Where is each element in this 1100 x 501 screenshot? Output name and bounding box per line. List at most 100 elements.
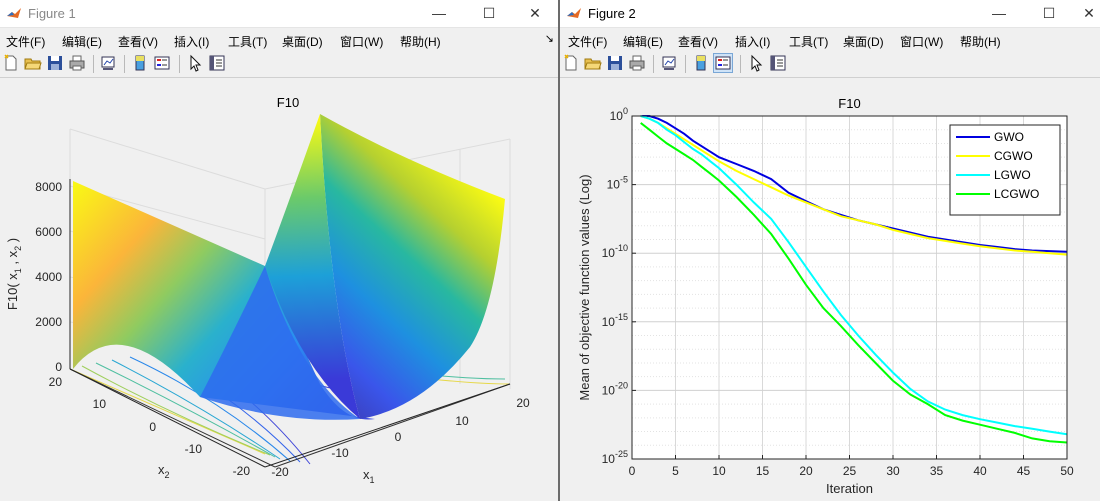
x2-tick: 10 xyxy=(93,397,107,411)
print-icon[interactable] xyxy=(628,54,646,72)
x2-ticks: 20 10 0 -10 -20 xyxy=(49,375,251,478)
edit-pointer-icon[interactable] xyxy=(186,54,204,72)
legend-box xyxy=(949,124,1061,216)
x1-axis xyxy=(264,383,511,468)
minimize-button[interactable]: — xyxy=(432,5,446,21)
open-file-icon[interactable] xyxy=(584,54,602,72)
x2-tick: 0 xyxy=(149,420,156,434)
maximize-button[interactable]: ☐ xyxy=(482,5,496,21)
convergence-chart: 0 5 10 15 20 25 30 35 40 45 50 10010-510-1010-1510… xyxy=(577,96,1074,496)
close-button[interactable]: ✕ xyxy=(1083,5,1095,21)
new-figure-icon[interactable] xyxy=(2,54,20,72)
colorbar-icon[interactable] xyxy=(131,54,149,72)
z-tick: 8000 xyxy=(35,180,62,194)
close-button[interactable]: ✕ xyxy=(529,5,541,21)
save-icon[interactable] xyxy=(46,54,64,72)
x-tick-label: 10 xyxy=(712,464,726,478)
legend-icon[interactable] xyxy=(713,53,733,73)
z-axis-label: F10( x1 , x2 ) xyxy=(5,238,23,310)
x-tick-label: 20 xyxy=(799,464,813,478)
y-tick-label: 10-10 xyxy=(602,243,628,260)
toolbar-separator xyxy=(93,55,94,73)
maximize-button[interactable]: ☐ xyxy=(1042,5,1056,21)
menu-file[interactable]: 文件(F) xyxy=(6,35,46,49)
menu-edit[interactable]: 编辑(E) xyxy=(623,35,663,49)
menu-view[interactable]: 查看(V) xyxy=(678,35,718,49)
edit-pointer-icon[interactable] xyxy=(747,54,765,72)
window-divider xyxy=(558,0,560,501)
z-tick: 4000 xyxy=(35,270,62,284)
legend-icon[interactable] xyxy=(153,54,171,72)
x2-tick: -10 xyxy=(185,442,203,456)
chart-title: F10 xyxy=(838,96,860,111)
series-line-cgwo xyxy=(640,115,1068,256)
property-editor-icon[interactable] xyxy=(208,54,226,72)
x-tick-label: 45 xyxy=(1017,464,1031,478)
property-editor-icon[interactable] xyxy=(769,54,787,72)
x1-tick: 0 xyxy=(395,430,402,444)
menu-desktop[interactable]: 桌面(D) xyxy=(282,35,323,49)
floor-contours xyxy=(69,348,511,468)
print-icon[interactable] xyxy=(68,54,86,72)
menu-window[interactable]: 窗口(W) xyxy=(340,35,384,49)
toolbar-separator xyxy=(179,55,180,73)
menu-desktop[interactable]: 桌面(D) xyxy=(843,35,884,49)
menu-edit[interactable]: 编辑(E) xyxy=(62,35,102,49)
colorbar-icon[interactable] xyxy=(692,54,710,72)
x1-ticks: -20 -10 0 10 20 xyxy=(271,396,530,479)
dock-arrow-icon[interactable]: ↘ xyxy=(544,33,554,45)
toolbar-separator xyxy=(685,55,686,73)
save-icon[interactable] xyxy=(606,54,624,72)
z-ticks: 0 2000 4000 6000 8000 xyxy=(35,180,62,374)
menu-help[interactable]: 帮助(H) xyxy=(400,35,441,49)
matlab-logo-icon xyxy=(567,8,581,18)
title-bar[interactable]: Figure 1 — ☐ ✕ xyxy=(0,0,558,28)
menu-window[interactable]: 窗口(W) xyxy=(900,35,944,49)
x2-axis xyxy=(69,368,266,468)
menu-tools[interactable]: 工具(T) xyxy=(228,35,268,49)
x1-tick: 10 xyxy=(455,414,469,428)
figure-2-canvas: 0 5 10 15 20 25 30 35 40 45 50 100 10-5 10-10 10-15 10… xyxy=(560,79,1100,501)
x-tick-label: 5 xyxy=(672,464,679,478)
link-plot-icon[interactable] xyxy=(660,54,678,72)
toolbar xyxy=(0,51,558,78)
menu-tools[interactable]: 工具(T) xyxy=(789,35,829,49)
legend-label: GWO xyxy=(994,130,1024,144)
link-plot-icon[interactable] xyxy=(99,54,117,72)
z-tick: 0 xyxy=(55,360,62,374)
legend-label: LCGWO xyxy=(994,187,1039,201)
window-title: Figure 2 xyxy=(588,6,636,21)
toolbar-separator xyxy=(740,55,741,73)
y-tick-label: 10-5 xyxy=(607,175,628,192)
legend-label: LGWO xyxy=(994,168,1031,182)
figure-1-canvas: F10 0 2000 4000 6000 8000 F10( x1 , x2 )… xyxy=(0,79,558,501)
x-tick-label: 25 xyxy=(843,464,857,478)
x2-axis-label: x2 xyxy=(158,462,170,480)
legend-label: CGWO xyxy=(994,149,1033,163)
series-lines xyxy=(640,115,1068,444)
menu-insert[interactable]: 插入(I) xyxy=(174,35,210,49)
y-tick-label: 10-25 xyxy=(602,449,628,466)
legend[interactable]: GWO CGWO LGWO LCGWO xyxy=(949,124,1061,216)
new-figure-icon[interactable] xyxy=(562,54,580,72)
x-tick-label: 35 xyxy=(930,464,944,478)
minimize-button[interactable]: — xyxy=(992,5,1006,21)
z-tick: 6000 xyxy=(35,225,62,239)
menu-insert[interactable]: 插入(I) xyxy=(735,35,771,49)
series-line-lcgwo xyxy=(640,122,1068,444)
title-bar[interactable]: Figure 2 — ☐ ✕ xyxy=(560,0,1100,28)
menu-file[interactable]: 文件(F) xyxy=(568,35,608,49)
y-tick-label: 10-20 xyxy=(602,380,628,397)
x1-tick: 20 xyxy=(516,396,530,410)
series-line-lgwo xyxy=(640,115,1068,436)
open-file-icon[interactable] xyxy=(24,54,42,72)
x1-axis-label: x1 xyxy=(363,467,375,485)
y-axis-label: Mean of objective function values (Log) xyxy=(577,174,592,400)
menu-help[interactable]: 帮助(H) xyxy=(960,35,1001,49)
x-ticks: 0 5 10 15 20 25 30 35 40 45 50 xyxy=(629,455,1074,478)
figure-2-window: Figure 2 — ☐ ✕ 文件(F) 编辑(E) 查看(V) 插入(I) 工… xyxy=(560,0,1100,501)
x-tick-label: 40 xyxy=(973,464,987,478)
menu-bar: 文件(F) 编辑(E) 查看(V) 插入(I) 工具(T) 桌面(D) 窗口(W… xyxy=(560,28,1100,51)
y-tick-label: 100 xyxy=(610,106,628,123)
menu-view[interactable]: 查看(V) xyxy=(118,35,158,49)
